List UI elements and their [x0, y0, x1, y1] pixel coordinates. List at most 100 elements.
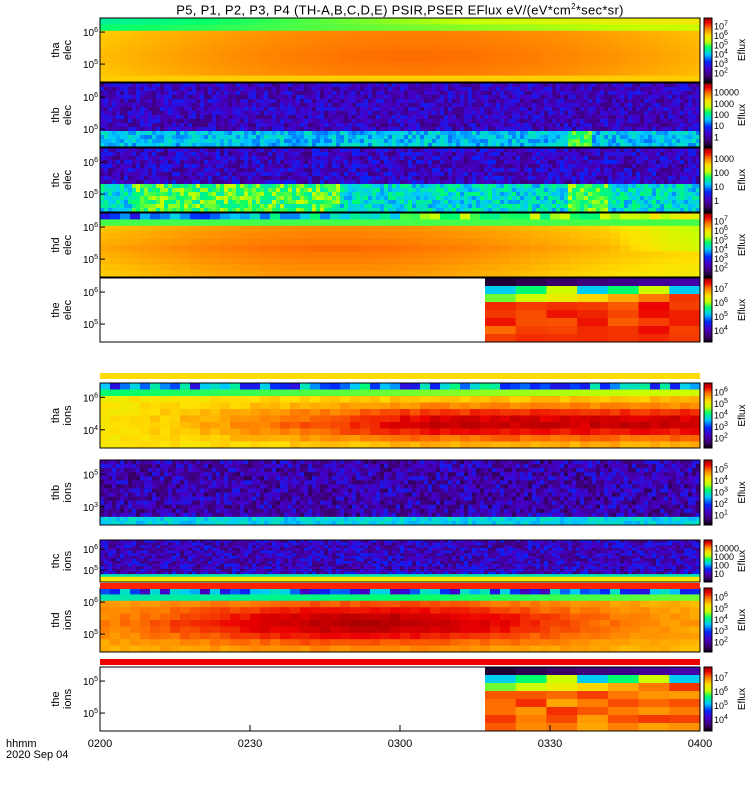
pixel [380, 43, 391, 51]
pixel [344, 111, 349, 116]
pixel [300, 135, 305, 140]
pixel [160, 160, 165, 165]
pixel [404, 107, 409, 112]
pixel [568, 87, 573, 92]
pixel [144, 95, 149, 100]
pixel [276, 99, 281, 104]
pixel [636, 131, 641, 136]
pixel [110, 37, 121, 45]
pixel [520, 50, 531, 57]
pixel [380, 103, 385, 108]
pixel [550, 75, 561, 83]
pixel [268, 91, 273, 96]
pixel [410, 18, 421, 25]
pixel [108, 156, 113, 161]
pixel [504, 131, 509, 136]
pixel [168, 115, 173, 120]
pixel [452, 127, 457, 132]
pixel [420, 18, 431, 25]
pixel [628, 139, 633, 144]
pixel [568, 172, 573, 177]
pixel [384, 91, 389, 96]
pixel [504, 99, 509, 104]
pixel [540, 208, 545, 213]
pixel [688, 111, 693, 116]
pixel [108, 200, 113, 205]
pixel [448, 107, 453, 112]
pixel [340, 160, 345, 165]
pixel [116, 208, 121, 213]
pixel [156, 87, 161, 92]
pixel [540, 95, 545, 100]
pixel [568, 135, 573, 140]
pixel [664, 83, 669, 88]
pixel [368, 111, 373, 116]
pixel [356, 123, 361, 128]
pixel [420, 103, 425, 108]
pixel [412, 164, 417, 169]
pixel [236, 180, 241, 185]
pixel [448, 139, 453, 144]
pixel [376, 127, 381, 132]
pixel [460, 43, 471, 51]
pixel [648, 83, 653, 88]
pixel [320, 156, 325, 161]
pixel [508, 172, 513, 177]
pixel [560, 103, 565, 108]
pixel [516, 127, 521, 132]
pixel [232, 160, 237, 165]
pixel [320, 107, 325, 112]
pixel [412, 103, 417, 108]
pixel [540, 123, 545, 128]
pixel [528, 103, 533, 108]
pixel [152, 192, 157, 197]
pixel [428, 172, 433, 177]
pixel [392, 111, 397, 116]
pixel [488, 176, 493, 181]
pixel [156, 200, 161, 205]
pixel [528, 111, 533, 116]
pixel [576, 115, 581, 120]
pixel [660, 111, 665, 116]
pixel [288, 152, 293, 157]
pixel [120, 148, 125, 153]
pixel [664, 87, 669, 92]
pixel [340, 152, 345, 157]
pixel [100, 37, 111, 45]
pixel [320, 204, 325, 209]
pixel [268, 135, 273, 140]
pixel [372, 139, 377, 144]
pixel [208, 127, 213, 132]
pixel [448, 123, 453, 128]
pixel [604, 91, 609, 96]
pixel [624, 87, 629, 92]
pixel [228, 95, 233, 100]
pixel [488, 164, 493, 169]
pixel [588, 204, 593, 209]
pixel [168, 168, 173, 173]
panel-ylabel: thbelec [50, 104, 74, 125]
pixel [552, 95, 557, 100]
pixel [256, 143, 261, 148]
pixel [632, 91, 637, 96]
pixel [368, 168, 373, 173]
pixel [508, 200, 513, 205]
pixel [444, 103, 449, 108]
pixel [160, 18, 171, 25]
pixel [588, 168, 593, 173]
pixel [460, 131, 465, 136]
pixel [308, 111, 313, 116]
pixel [356, 99, 361, 104]
pixel [140, 103, 145, 108]
pixel [688, 107, 693, 112]
pixel [300, 107, 305, 112]
pixel [608, 143, 613, 148]
pixel [620, 119, 625, 124]
pixel [152, 131, 157, 136]
pixel [496, 123, 501, 128]
pixel [252, 176, 257, 181]
pixel [260, 139, 265, 144]
pixel [280, 168, 285, 173]
pixel [640, 83, 645, 88]
pixel [532, 200, 537, 205]
